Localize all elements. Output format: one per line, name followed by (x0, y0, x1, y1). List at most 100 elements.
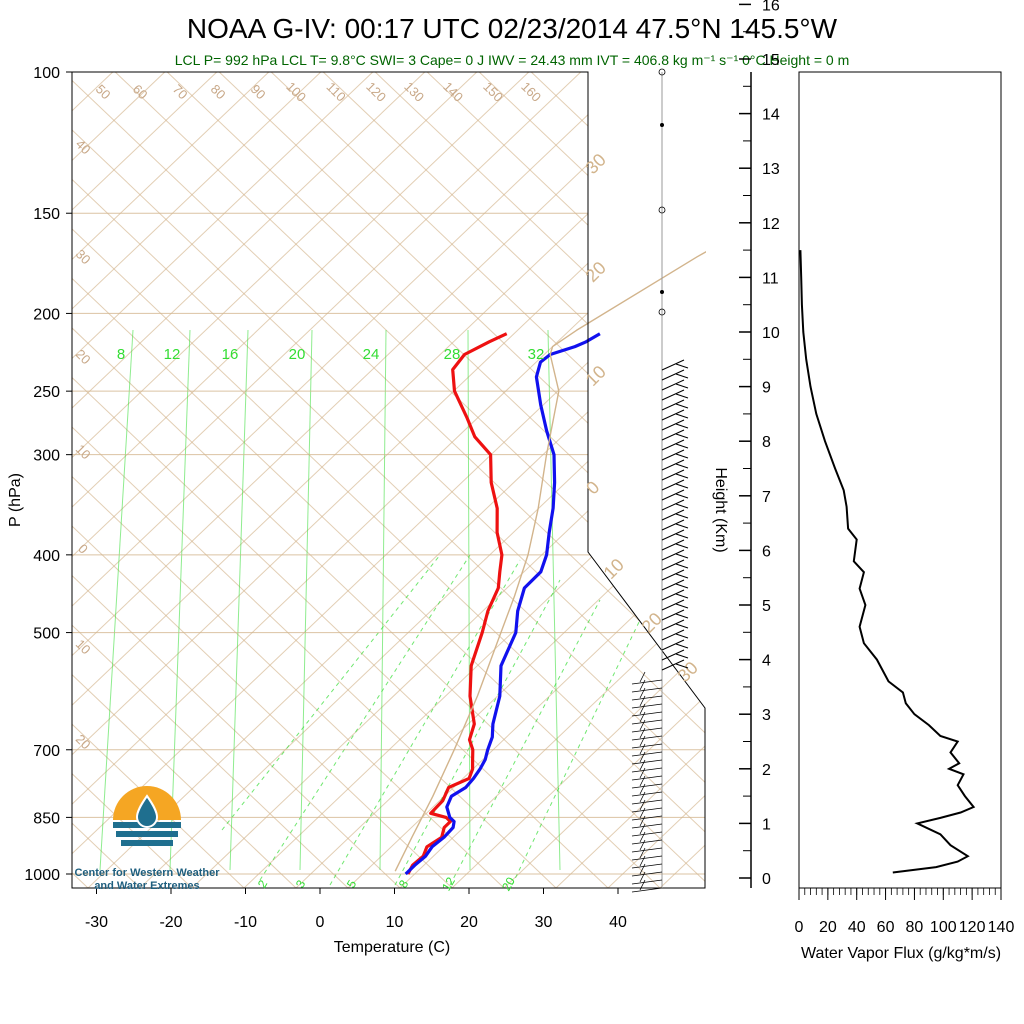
y-tick-label: 1000 (24, 867, 60, 884)
flux-x-tick-label: 20 (819, 919, 837, 936)
skew-line (72, 72, 141, 888)
skew-line (72, 72, 705, 888)
skew-line (920, 0, 1024, 888)
wind-barb (661, 579, 685, 591)
x-tick-label: 20 (460, 914, 478, 931)
wind-barb-flag (675, 493, 689, 499)
height-tick-label: 8 (762, 434, 771, 451)
water-drop-icon (135, 794, 159, 828)
height-tick-label: 12 (762, 216, 780, 233)
wind-barb (661, 609, 685, 621)
flux-line (799, 250, 976, 874)
wind-barb-flag (639, 807, 646, 819)
mixing-ratio-dashed (449, 599, 601, 886)
skew-line (72, 72, 515, 888)
wind-barb-flag (639, 823, 646, 835)
height-tick-label: 16 (762, 0, 780, 14)
wind-barb-flag (675, 423, 689, 429)
wind-barb-flag (675, 593, 689, 599)
skew-line (555, 72, 705, 888)
y-tick-label: 100 (33, 65, 60, 82)
flux-x-tick-label: 80 (906, 919, 924, 936)
wind-barb (661, 389, 685, 401)
wind-barb-flag (639, 791, 646, 803)
mixing-ratio-label: 20 (289, 346, 306, 363)
wind-barb-flag (675, 643, 689, 649)
flux-x-tick-label: 40 (848, 919, 866, 936)
skew-line (139, 72, 705, 888)
wind-barb (661, 379, 685, 391)
wind-barb (631, 863, 663, 869)
mixing-ratio-label-lower: 20 (499, 874, 518, 893)
skew-line (72, 72, 505, 888)
height-tick-label: 6 (762, 543, 771, 560)
height-tick-label: 4 (762, 653, 771, 670)
skew-line (72, 72, 193, 888)
wind-barb (661, 569, 685, 581)
skew-label-top: 90 (248, 81, 269, 102)
mixing-ratio-line (379, 329, 387, 871)
skew-label-top: 80 (208, 81, 229, 102)
skew-line (72, 72, 705, 888)
sounding-traces (394, 251, 706, 876)
wind-barb (661, 409, 685, 421)
wind-barb (631, 831, 663, 837)
isobars (72, 72, 705, 875)
skew-line (295, 72, 705, 888)
wind-barb-flag (675, 383, 689, 389)
skew-label-left: 10 (73, 636, 94, 657)
wind-barb (631, 695, 663, 701)
wind-barb (631, 839, 663, 845)
mixing-ratio-dashed (511, 619, 641, 886)
wind-barb (661, 359, 685, 371)
wind-barb (631, 791, 663, 797)
mixing-ratio-line (169, 329, 191, 871)
wind-barb-flag (639, 719, 646, 731)
mixing-ratio-label: 24 (363, 346, 380, 363)
wind-barb (661, 369, 685, 381)
wind-barb (631, 767, 663, 773)
wind-barb-flag (675, 433, 689, 439)
wind-barb-flag (675, 403, 689, 409)
skew-label-top: 60 (130, 81, 151, 102)
dewpoint-line (404, 332, 601, 876)
wind-barb (631, 759, 663, 765)
wind-barb-flag (675, 613, 689, 619)
wind-barb (631, 687, 663, 693)
height-tick-label: 14 (762, 107, 780, 124)
wind-barb (631, 711, 663, 717)
wind-barb-flag (675, 483, 689, 489)
x-tick-label: -10 (234, 914, 257, 931)
wind-barb-flag (639, 751, 646, 763)
skew-line (243, 72, 705, 888)
skew-line (72, 72, 705, 888)
x-tick-label: 30 (535, 914, 553, 931)
wind-barb (661, 599, 685, 611)
mixing-ratio-line (547, 329, 561, 871)
skew-line (72, 72, 401, 888)
skew-label-top: 160 (518, 79, 544, 105)
skew-line (72, 72, 705, 888)
wind-barb (631, 727, 663, 733)
skew-line (0, 0, 36, 888)
flux-x-tick-label: 0 (795, 919, 804, 936)
wind-barb-flag (639, 695, 646, 707)
wind-barb-flag (639, 871, 646, 883)
height-tick-label: 3 (762, 707, 771, 724)
wind-barb-flag (639, 727, 646, 739)
wind-barb-flag (639, 799, 646, 811)
barb-dot (658, 68, 666, 76)
wind-barb (631, 679, 663, 685)
barb-dot (660, 289, 665, 294)
wind-barb-flag (675, 443, 689, 449)
skew-line (72, 72, 705, 888)
height-tick-label: 10 (762, 325, 780, 342)
wind-barb-flag (675, 413, 689, 419)
height-tick-label: 0 (762, 871, 771, 888)
wind-barb (661, 499, 685, 511)
mixing-ratio-label-lower: 12 (439, 874, 458, 893)
wind-barb-flag (639, 775, 646, 787)
y-tick-label: 400 (33, 548, 60, 565)
skew-line (72, 72, 609, 888)
skew-label-top: 150 (480, 79, 506, 105)
